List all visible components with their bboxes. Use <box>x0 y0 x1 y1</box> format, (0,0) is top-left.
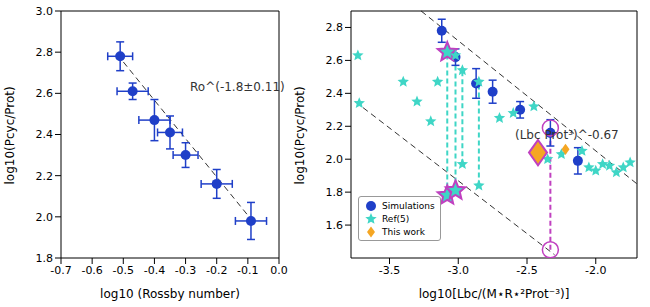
svg-text:2.4: 2.4 <box>36 128 54 141</box>
svg-text:3.0: 3.0 <box>36 5 54 18</box>
svg-text:-0.5: -0.5 <box>113 264 134 277</box>
svg-text:1.6: 1.6 <box>326 219 344 232</box>
svg-text:1.8: 1.8 <box>36 252 54 265</box>
svg-text:2.8: 2.8 <box>36 46 54 59</box>
svg-text:2.2: 2.2 <box>36 170 54 183</box>
svg-text:-0.3: -0.3 <box>175 264 196 277</box>
svg-text:-0.6: -0.6 <box>81 264 102 277</box>
svg-text:2.4: 2.4 <box>326 87 344 100</box>
svg-text:-0.2: -0.2 <box>206 264 227 277</box>
svg-text:-0.7: -0.7 <box>50 264 71 277</box>
html-text:(Lbc Prot³)^-0.67: (Lbc Prot³)^-0.67 <box>515 128 619 142</box>
html-text:Ro^(-1.8±0.11): Ro^(-1.8±0.11) <box>190 80 285 94</box>
svg-text:-3.0: -3.0 <box>448 264 469 277</box>
svg-text:1.8: 1.8 <box>326 186 344 199</box>
svg-text:2.6: 2.6 <box>36 87 54 100</box>
svg-text:2.6: 2.6 <box>326 54 344 67</box>
svg-text:2.2: 2.2 <box>326 120 344 133</box>
svg-text:-2.5: -2.5 <box>516 264 537 277</box>
svg-text:2.0: 2.0 <box>326 153 344 166</box>
svg-text:log10(Pcyc/Prot): log10(Pcyc/Prot) <box>293 86 307 184</box>
svg-text:log10(Pcyc/Prot): log10(Pcyc/Prot) <box>8 86 17 184</box>
svg-text:log10[Lbc/(M⋆R⋆²Prot⁻³)]: log10[Lbc/(M⋆R⋆²Prot⁻³)] <box>419 287 570 301</box>
html-text:Simulations: Simulations <box>382 200 435 211</box>
svg-text:-0.1: -0.1 <box>237 264 258 277</box>
svg-text:0.0: 0.0 <box>270 264 288 277</box>
svg-text:-0.4: -0.4 <box>144 264 165 277</box>
svg-text:2.0: 2.0 <box>36 211 54 224</box>
svg-text:-2.0: -2.0 <box>585 264 606 277</box>
svg-text:2.8: 2.8 <box>326 21 344 34</box>
html-text:This work: This work <box>382 226 425 237</box>
svg-text:-3.5: -3.5 <box>379 264 400 277</box>
html-text:Ref(5): Ref(5) <box>382 213 410 224</box>
svg-text:log10 (Rossby number): log10 (Rossby number) <box>100 287 240 301</box>
